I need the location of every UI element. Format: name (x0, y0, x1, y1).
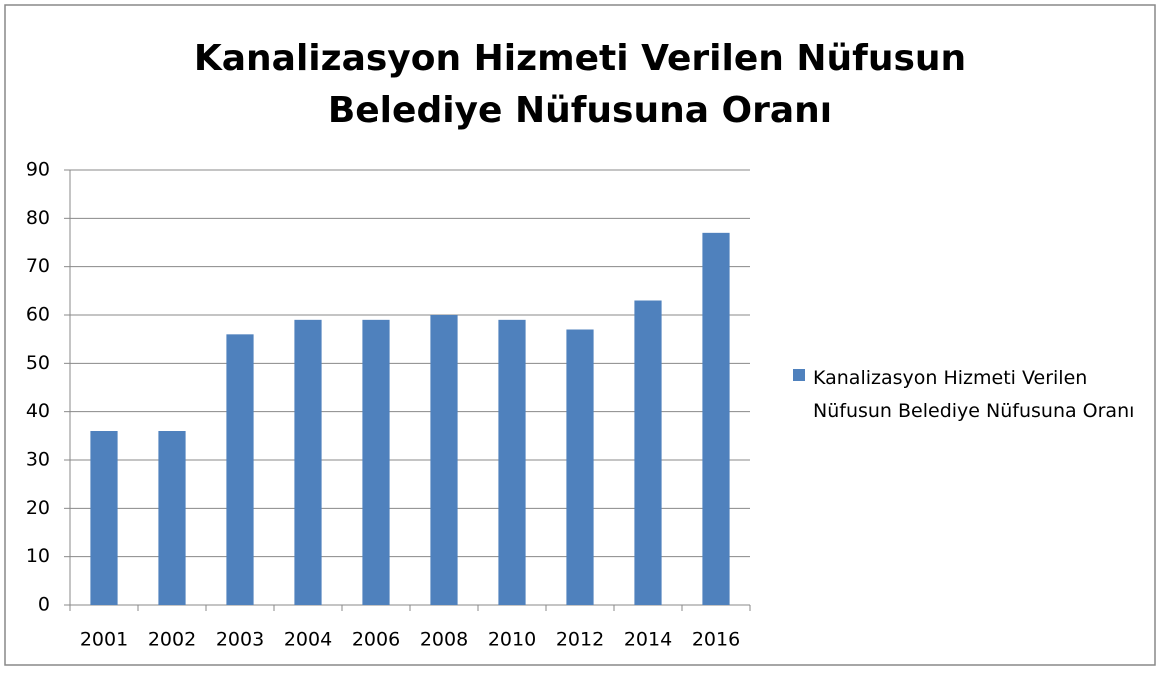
x-tick-label: 2006 (352, 629, 400, 651)
y-tick-label: 50 (26, 352, 50, 374)
y-tick-label: 30 (26, 449, 50, 471)
x-tick-label: 2003 (216, 629, 264, 651)
x-tick-label: 2016 (692, 629, 740, 651)
chart-title: Belediye Nüfusuna Oranı (328, 90, 832, 131)
x-tick-label: 2002 (148, 629, 196, 651)
chart-title: Kanalizasyon Hizmeti Verilen Nüfusun (194, 38, 966, 79)
y-tick-label: 60 (26, 304, 50, 326)
legend-swatch (793, 369, 805, 381)
y-tick-label: 80 (26, 207, 50, 229)
bar (498, 319, 526, 605)
y-tick-label: 90 (26, 159, 50, 181)
bar (90, 431, 118, 605)
y-tick-label: 20 (26, 497, 50, 519)
y-tick-label: 40 (26, 400, 50, 422)
y-tick-label: 0 (38, 594, 50, 616)
x-tick-label: 2010 (488, 629, 536, 651)
x-tick-label: 2014 (624, 629, 672, 651)
bar (566, 329, 594, 605)
y-tick-label: 10 (26, 545, 50, 567)
x-tick-label: 2001 (80, 629, 128, 651)
bar (702, 232, 730, 606)
y-tick-label: 70 (26, 255, 50, 277)
x-tick-label: 2012 (556, 629, 604, 651)
x-tick-label: 2004 (284, 629, 332, 651)
bar (362, 319, 390, 605)
bar (294, 319, 322, 605)
x-tick-label: 2008 (420, 629, 468, 651)
bar (226, 334, 254, 605)
legend-label: Kanalizasyon Hizmeti Verilen Nüfusun Bel… (813, 367, 1135, 422)
bar (634, 300, 662, 605)
bar (430, 315, 458, 605)
bar (158, 431, 186, 605)
